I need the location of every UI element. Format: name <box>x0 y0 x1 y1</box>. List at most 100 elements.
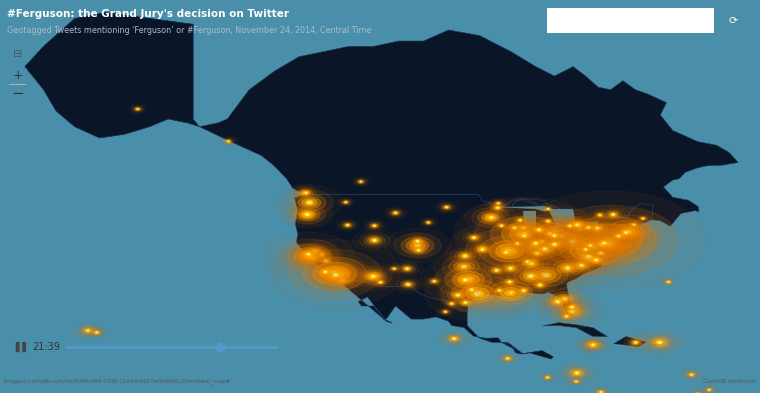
Circle shape <box>492 205 503 211</box>
Circle shape <box>600 239 617 248</box>
Circle shape <box>339 221 356 230</box>
Circle shape <box>598 242 608 247</box>
Circle shape <box>543 207 553 211</box>
Circle shape <box>442 255 486 278</box>
Circle shape <box>504 356 511 360</box>
Circle shape <box>454 261 474 272</box>
Circle shape <box>489 217 492 218</box>
Circle shape <box>290 206 325 223</box>
Circle shape <box>618 235 619 237</box>
Circle shape <box>454 274 476 285</box>
Circle shape <box>636 215 650 222</box>
Circle shape <box>305 254 319 261</box>
Circle shape <box>393 211 398 214</box>
Circle shape <box>512 254 549 273</box>
Circle shape <box>276 185 343 220</box>
Circle shape <box>422 219 435 226</box>
Circle shape <box>603 242 605 244</box>
Circle shape <box>581 220 613 236</box>
Circle shape <box>391 267 397 270</box>
Circle shape <box>575 381 577 382</box>
Circle shape <box>309 255 311 256</box>
Circle shape <box>320 269 331 275</box>
Circle shape <box>406 235 429 247</box>
Circle shape <box>535 243 537 244</box>
Circle shape <box>547 221 549 222</box>
Circle shape <box>594 233 625 249</box>
Circle shape <box>494 224 575 266</box>
Circle shape <box>458 274 479 285</box>
Circle shape <box>632 341 639 344</box>
Circle shape <box>347 225 348 226</box>
Circle shape <box>587 230 632 253</box>
Circle shape <box>311 257 313 258</box>
Circle shape <box>708 389 711 390</box>
Circle shape <box>508 291 514 294</box>
Circle shape <box>450 248 480 264</box>
Circle shape <box>518 230 532 237</box>
Circle shape <box>306 214 309 215</box>
Circle shape <box>505 290 516 296</box>
Circle shape <box>448 219 572 283</box>
Circle shape <box>407 240 429 251</box>
Circle shape <box>515 228 536 239</box>
Circle shape <box>594 232 626 248</box>
Circle shape <box>306 214 309 215</box>
Circle shape <box>566 304 578 310</box>
Circle shape <box>496 244 524 258</box>
Text: #Ferguson: the Grand Jury's decision on Twitter: #Ferguson: the Grand Jury's decision on … <box>7 9 289 19</box>
Circle shape <box>526 241 544 250</box>
Circle shape <box>619 227 639 237</box>
Circle shape <box>371 275 376 278</box>
Circle shape <box>577 245 594 254</box>
Circle shape <box>410 237 426 246</box>
Circle shape <box>510 226 542 242</box>
Circle shape <box>509 228 533 241</box>
Circle shape <box>530 267 561 283</box>
Circle shape <box>494 246 518 259</box>
Circle shape <box>322 259 330 263</box>
Circle shape <box>461 277 470 282</box>
Text: ⟳: ⟳ <box>729 16 738 26</box>
Circle shape <box>615 231 631 239</box>
Circle shape <box>686 372 698 378</box>
Circle shape <box>535 228 543 232</box>
Circle shape <box>500 252 591 299</box>
Circle shape <box>502 355 514 362</box>
Circle shape <box>619 233 627 237</box>
Circle shape <box>462 231 486 244</box>
Circle shape <box>379 281 382 283</box>
Circle shape <box>559 235 587 249</box>
Circle shape <box>625 232 627 233</box>
Circle shape <box>592 344 594 345</box>
Circle shape <box>516 243 519 244</box>
Text: ▐▐: ▐▐ <box>11 342 26 353</box>
Circle shape <box>606 220 651 243</box>
Circle shape <box>550 233 558 237</box>
Circle shape <box>293 194 326 211</box>
Circle shape <box>305 252 312 256</box>
Circle shape <box>329 273 355 286</box>
Circle shape <box>605 242 612 246</box>
Circle shape <box>466 288 489 299</box>
Circle shape <box>489 216 494 219</box>
Circle shape <box>592 344 594 345</box>
Polygon shape <box>502 342 553 359</box>
Circle shape <box>462 266 466 268</box>
Circle shape <box>96 332 97 333</box>
Circle shape <box>313 266 337 278</box>
Circle shape <box>358 180 364 183</box>
Circle shape <box>605 231 629 244</box>
Circle shape <box>523 290 524 291</box>
Circle shape <box>485 264 508 276</box>
Circle shape <box>451 292 465 299</box>
Circle shape <box>429 278 440 284</box>
Circle shape <box>88 328 105 337</box>
Circle shape <box>549 233 560 239</box>
Circle shape <box>550 298 565 305</box>
Circle shape <box>589 343 597 347</box>
Circle shape <box>378 281 383 284</box>
Circle shape <box>477 247 488 252</box>
Circle shape <box>587 236 617 252</box>
Circle shape <box>596 213 604 217</box>
